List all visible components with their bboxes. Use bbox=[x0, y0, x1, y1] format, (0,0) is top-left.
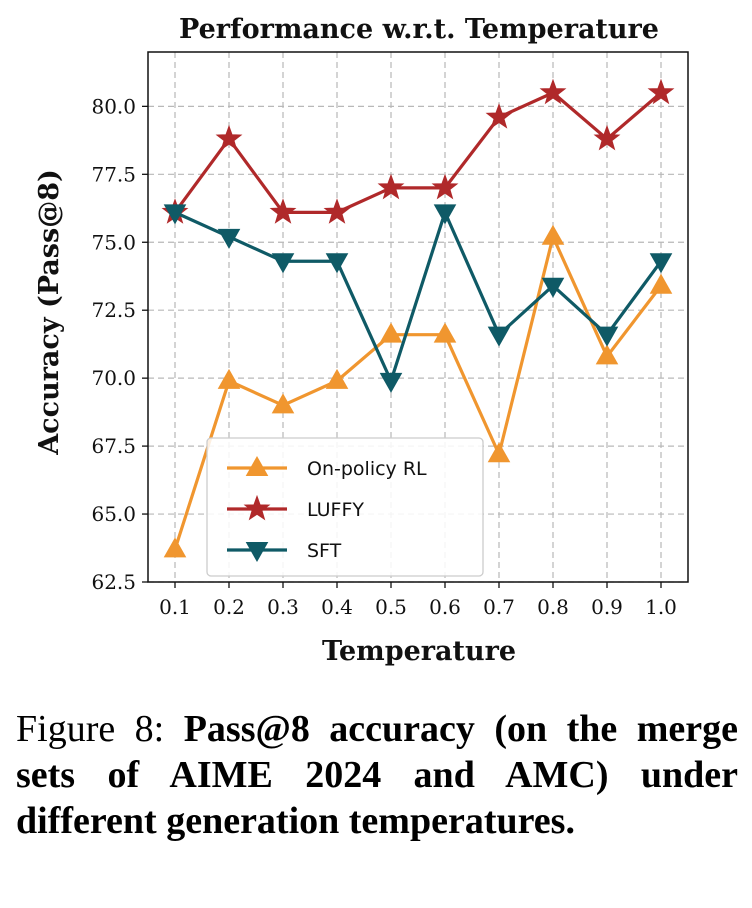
caption-lead: Figure 8: bbox=[16, 708, 184, 750]
legend-label: LUFFY bbox=[307, 499, 364, 521]
data-point bbox=[325, 253, 349, 274]
legend-label: SFT bbox=[307, 540, 342, 562]
legend-marker bbox=[245, 455, 269, 476]
y-axis-label: Accuracy (Pass@8) bbox=[34, 169, 65, 456]
data-point bbox=[649, 273, 673, 294]
x-tick-label: 0.5 bbox=[375, 595, 407, 619]
data-point bbox=[433, 204, 457, 225]
x-tick-label: 0.8 bbox=[537, 595, 569, 619]
plot-frame bbox=[147, 51, 689, 583]
x-tick-label: 0.3 bbox=[267, 595, 299, 619]
x-tick-label: 0.2 bbox=[213, 595, 245, 619]
data-point bbox=[323, 198, 351, 224]
x-tick-label: 0.4 bbox=[321, 595, 353, 619]
data-point bbox=[271, 393, 295, 414]
data-point bbox=[217, 228, 241, 249]
data-point bbox=[539, 78, 567, 105]
data-point bbox=[595, 326, 619, 347]
figure-caption: Figure 8: Pass@8 accuracy (on the merge … bbox=[16, 706, 738, 844]
grid bbox=[148, 52, 688, 583]
x-tick-label: 0.1 bbox=[159, 595, 191, 619]
series-sft bbox=[163, 204, 673, 393]
data-point bbox=[541, 224, 565, 245]
legend-label: On-policy RL bbox=[307, 458, 427, 480]
legend-item: SFT bbox=[227, 540, 342, 563]
data-point bbox=[163, 204, 187, 225]
y-tick-label: 75.0 bbox=[91, 230, 136, 254]
x-tick-label: 1.0 bbox=[645, 595, 677, 619]
data-point bbox=[215, 124, 243, 151]
series-luffy bbox=[161, 78, 675, 224]
series-on-policy-rl bbox=[163, 224, 673, 558]
series-line bbox=[173, 91, 663, 214]
data-point bbox=[377, 173, 405, 200]
x-axis-label: Temperature bbox=[322, 636, 516, 667]
data-point bbox=[431, 173, 459, 200]
legend-marker bbox=[243, 494, 271, 521]
data-point bbox=[271, 253, 295, 274]
y-tick-label: 65.0 bbox=[91, 502, 136, 526]
axis-ticks: 0.1 0.2 0.3 0.4 0.5 0.6 0.7 0.8 0.9 1.0 62.5 65.0 67… bbox=[91, 94, 676, 619]
y-tick-label: 62.5 bbox=[91, 570, 136, 594]
data-point bbox=[595, 344, 619, 365]
y-tick-label: 67.5 bbox=[91, 434, 136, 458]
data-point bbox=[269, 198, 297, 224]
series-line bbox=[174, 210, 663, 383]
legend-item: On-policy RL bbox=[227, 455, 427, 480]
data-point bbox=[433, 322, 457, 343]
data-point bbox=[647, 78, 675, 105]
data-point bbox=[541, 277, 565, 298]
data-point bbox=[487, 442, 511, 463]
x-tick-label: 0.9 bbox=[591, 595, 623, 619]
data-point bbox=[163, 537, 187, 558]
legend: On-policy RL LUFFY SFT bbox=[206, 437, 484, 577]
data-point bbox=[485, 103, 513, 129]
data-point bbox=[487, 326, 511, 347]
legend-box bbox=[206, 437, 484, 577]
y-tick-label: 70.0 bbox=[91, 366, 136, 390]
y-tick-label: 80.0 bbox=[91, 94, 136, 118]
series-layer bbox=[161, 78, 675, 558]
data-point bbox=[217, 368, 241, 389]
data-point bbox=[593, 124, 621, 151]
caption-text: Pass@8 accuracy (on the merge sets of AI… bbox=[16, 708, 738, 842]
chart-title: Performance w.r.t. Temperature bbox=[179, 14, 659, 45]
x-tick-label: 0.6 bbox=[429, 595, 461, 619]
data-point bbox=[379, 372, 403, 393]
data-point bbox=[649, 253, 673, 274]
data-point bbox=[379, 322, 403, 343]
y-tick-label: 72.5 bbox=[91, 298, 136, 322]
data-point bbox=[325, 368, 349, 389]
legend-item: LUFFY bbox=[227, 494, 364, 521]
x-tick-label: 0.7 bbox=[483, 595, 515, 619]
legend-marker bbox=[245, 542, 269, 563]
chart: Performance w.r.t. Temperature 0.1 0.2 0.3… bbox=[34, 14, 689, 667]
series-line bbox=[173, 235, 663, 550]
y-tick-label: 77.5 bbox=[91, 162, 136, 186]
